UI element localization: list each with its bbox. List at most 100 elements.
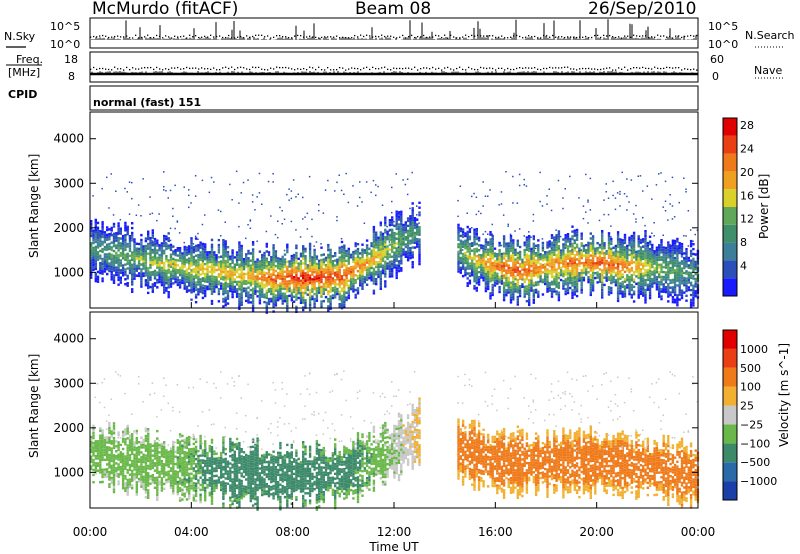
power-cell xyxy=(137,267,141,270)
power-cell xyxy=(621,241,624,245)
power-cell xyxy=(197,246,200,249)
power-cell xyxy=(213,287,216,291)
power-cell xyxy=(140,248,143,251)
power-cell xyxy=(596,251,599,255)
power-cell xyxy=(391,270,394,273)
power-cell xyxy=(626,254,629,257)
power-cell xyxy=(555,253,558,257)
power-cell xyxy=(566,250,570,253)
power-cell xyxy=(238,297,241,301)
power-cell xyxy=(603,251,606,255)
power-cell xyxy=(651,280,654,283)
power-cell xyxy=(133,255,136,258)
power-cell xyxy=(525,238,529,242)
power-cell xyxy=(667,290,670,293)
power-cell xyxy=(582,271,586,275)
power-cell xyxy=(534,288,538,292)
power-scatter-cell xyxy=(582,205,585,207)
power-cell xyxy=(315,255,319,258)
power-cell xyxy=(607,239,611,242)
power-cell xyxy=(607,249,611,252)
power-cell xyxy=(388,219,392,222)
power-cell xyxy=(210,265,214,269)
power-cell xyxy=(235,263,239,266)
power-cell xyxy=(648,277,652,280)
power-cell xyxy=(400,220,403,223)
power-cell xyxy=(302,252,305,255)
power-cell xyxy=(546,263,549,266)
power-cell xyxy=(648,274,652,278)
strip-dot xyxy=(681,36,683,39)
power-cell xyxy=(94,275,97,278)
power-cell xyxy=(553,253,556,256)
power-cell xyxy=(363,276,366,279)
power-cell xyxy=(557,284,561,287)
power-cell xyxy=(512,268,515,271)
power-cell xyxy=(667,288,670,291)
power-cell xyxy=(391,272,394,276)
power-cell xyxy=(160,259,164,262)
power-cell xyxy=(302,291,305,294)
power-cell xyxy=(400,237,403,240)
power-cell xyxy=(605,277,608,280)
power-cell xyxy=(603,254,606,257)
power-cell xyxy=(667,278,670,281)
power-cell xyxy=(530,264,533,268)
power-cell xyxy=(277,262,280,265)
power-cell xyxy=(660,265,663,269)
power-cell xyxy=(133,275,136,278)
power-cell xyxy=(521,261,524,264)
strip-dot xyxy=(552,67,554,69)
power-cell xyxy=(658,246,661,249)
power-cell xyxy=(258,292,262,295)
power-cell xyxy=(277,259,280,263)
power-cell xyxy=(231,251,234,255)
power-cell xyxy=(347,267,350,270)
power-cell xyxy=(548,257,551,260)
power-cell xyxy=(491,274,494,277)
power-cell xyxy=(512,261,515,264)
power-cell xyxy=(299,252,303,256)
power-cell xyxy=(578,274,581,277)
power-cell xyxy=(115,254,118,257)
power-cell xyxy=(224,264,227,268)
power-scatter-cell xyxy=(635,218,637,220)
power-cell xyxy=(183,275,186,278)
power-cell xyxy=(397,211,401,214)
power-cell xyxy=(256,290,259,293)
power-cell xyxy=(664,259,668,262)
power-cell xyxy=(400,215,403,218)
power-cell xyxy=(564,265,567,269)
power-cell xyxy=(302,279,305,282)
power-cell xyxy=(144,249,148,253)
power-cell xyxy=(169,258,173,261)
power-cell xyxy=(292,285,296,289)
power-scatter-cell xyxy=(457,199,459,202)
power-cell xyxy=(475,259,478,263)
power-cell xyxy=(384,280,387,283)
power-cell xyxy=(356,252,360,256)
power-cell xyxy=(142,257,145,261)
power-cell xyxy=(270,273,273,276)
power-cell xyxy=(644,237,647,240)
power-cell xyxy=(117,273,120,277)
power-scatter-cell xyxy=(550,209,553,212)
power-cell xyxy=(140,280,143,283)
power-cell xyxy=(580,242,583,245)
strip-dot xyxy=(363,67,365,69)
power-cell xyxy=(281,270,284,273)
power-cell xyxy=(281,275,284,278)
power-cell xyxy=(331,267,335,270)
power-cell xyxy=(653,255,656,258)
strip-dot xyxy=(657,67,659,69)
power-cell xyxy=(544,263,547,266)
power-cell xyxy=(235,258,239,262)
power-scatter-cell xyxy=(306,228,309,230)
power-cell xyxy=(528,293,531,297)
power-scatter-cell xyxy=(142,178,144,180)
power-cell xyxy=(623,258,627,261)
power-cell xyxy=(215,256,218,259)
power-cell xyxy=(502,254,506,258)
power-cell xyxy=(553,268,556,271)
power-scatter-cell xyxy=(158,213,160,215)
